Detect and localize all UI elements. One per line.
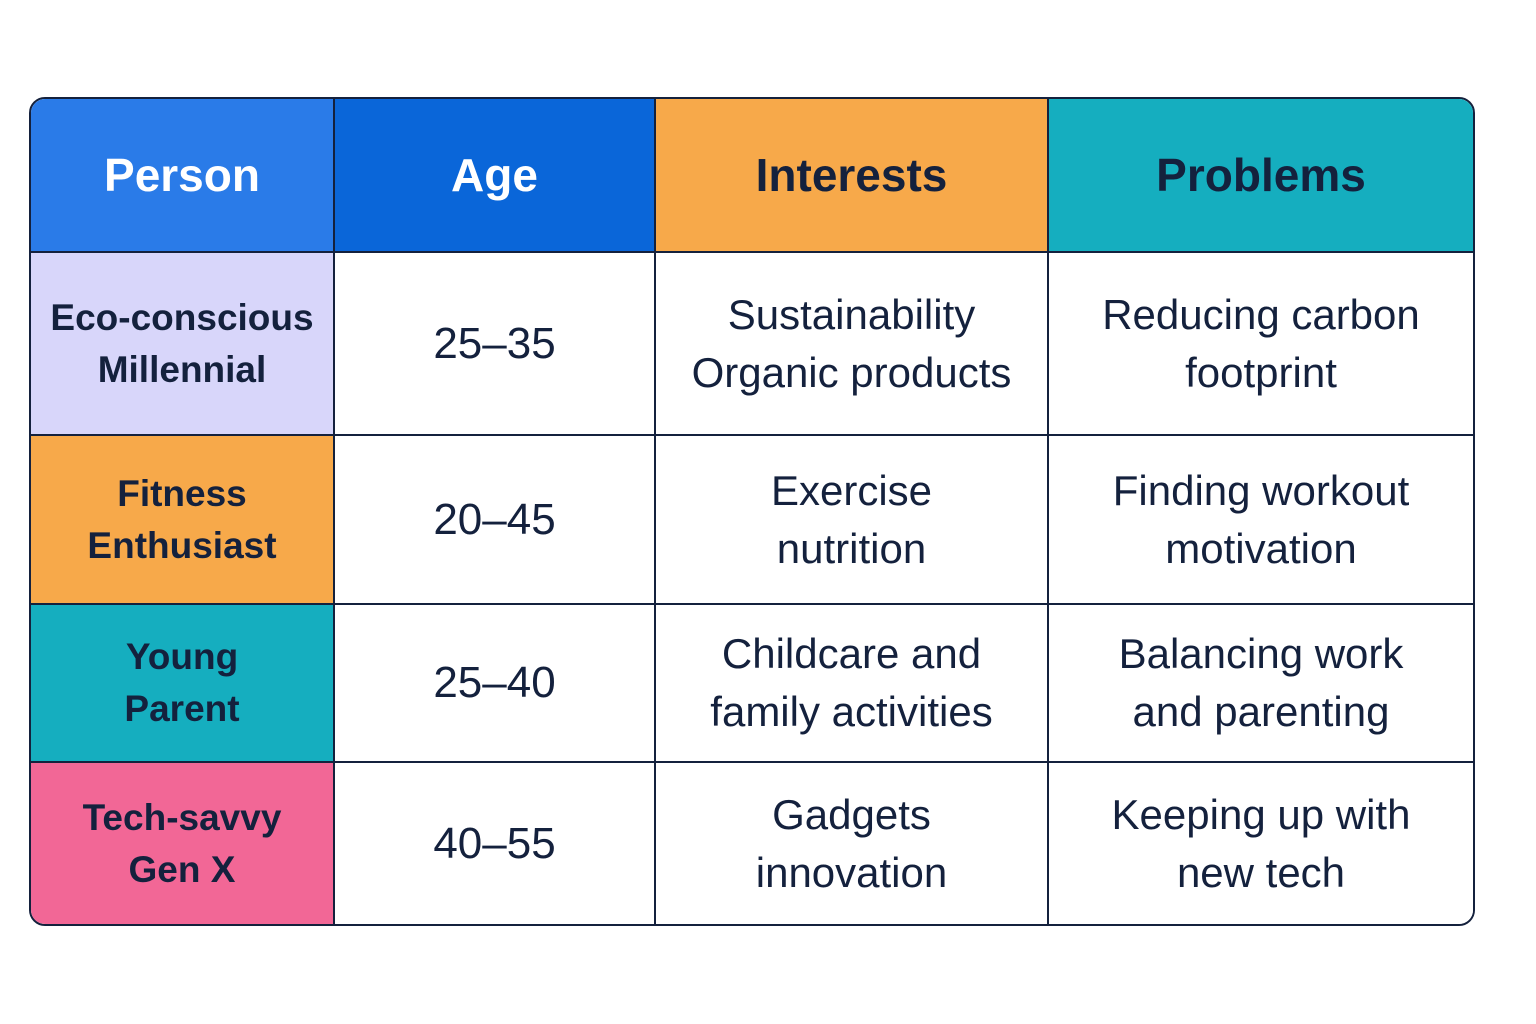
person-line: Eco-conscious bbox=[50, 296, 314, 338]
problems-cell: Balancing work and parenting bbox=[1047, 603, 1473, 763]
problems-line: and parenting bbox=[1132, 688, 1390, 735]
person-line: Enthusiast bbox=[87, 524, 277, 566]
interests-cell: Exercise nutrition bbox=[654, 434, 1049, 605]
problems-line: Balancing work bbox=[1118, 630, 1404, 677]
table-row: Young Parent 25–40 Childcare and family … bbox=[31, 603, 1473, 763]
persona-table: Person Age Interests Problems Eco-consci… bbox=[31, 99, 1473, 924]
interests-line: Exercise bbox=[770, 466, 933, 514]
age-cell: 40–55 bbox=[333, 761, 656, 924]
person-line: Tech-savvy bbox=[82, 796, 282, 838]
header-person: Person bbox=[31, 99, 335, 253]
interests-line: family activities bbox=[710, 688, 993, 735]
person-line: Gen X bbox=[128, 848, 236, 890]
age-cell: 25–40 bbox=[333, 603, 656, 763]
problems-line: Keeping up with bbox=[1111, 790, 1411, 838]
interests-line: Sustainability bbox=[727, 290, 976, 338]
person-cell: Fitness Enthusiast bbox=[31, 434, 335, 605]
problems-line: Reducing carbon bbox=[1102, 290, 1420, 338]
persona-table-container: Person Age Interests Problems Eco-consci… bbox=[29, 97, 1475, 926]
person-cell: Tech-savvy Gen X bbox=[31, 761, 335, 924]
header-problems: Problems bbox=[1047, 99, 1473, 253]
age-cell: 25–35 bbox=[333, 251, 656, 436]
problems-cell: Reducing carbon footprint bbox=[1047, 251, 1473, 436]
person-cell: Eco-conscious Millennial bbox=[31, 251, 335, 436]
age-cell: 20–45 bbox=[333, 434, 656, 605]
problems-line: footprint bbox=[1185, 348, 1337, 396]
interests-cell: Childcare and family activities bbox=[654, 603, 1049, 763]
header-interests: Interests bbox=[654, 99, 1049, 253]
problems-line: new tech bbox=[1176, 848, 1346, 896]
interests-line: Organic products bbox=[691, 348, 1012, 396]
header-row: Person Age Interests Problems bbox=[31, 99, 1473, 253]
interests-line: Gadgets bbox=[772, 790, 931, 838]
person-line: Millennial bbox=[97, 348, 267, 390]
person-line: Parent bbox=[124, 688, 240, 729]
interests-line: Childcare and bbox=[721, 630, 982, 677]
interests-line: nutrition bbox=[776, 524, 927, 572]
problems-cell: Keeping up with new tech bbox=[1047, 761, 1473, 924]
table-row: Fitness Enthusiast 20–45 Exercise nutrit… bbox=[31, 434, 1473, 605]
problems-line: Finding workout bbox=[1112, 466, 1410, 514]
interests-cell: Gadgets innovation bbox=[654, 761, 1049, 924]
table-row: Tech-savvy Gen X 40–55 Gadgets innovatio… bbox=[31, 761, 1473, 924]
table-row: Eco-conscious Millennial 25–35 Sustainab… bbox=[31, 251, 1473, 436]
person-line: Fitness bbox=[117, 472, 247, 514]
problems-line: motivation bbox=[1165, 524, 1357, 572]
header-age: Age bbox=[333, 99, 656, 253]
person-cell: Young Parent bbox=[31, 603, 335, 763]
interests-line: innovation bbox=[755, 848, 948, 896]
problems-cell: Finding workout motivation bbox=[1047, 434, 1473, 605]
interests-cell: Sustainability Organic products bbox=[654, 251, 1049, 436]
person-line: Young bbox=[125, 636, 239, 677]
